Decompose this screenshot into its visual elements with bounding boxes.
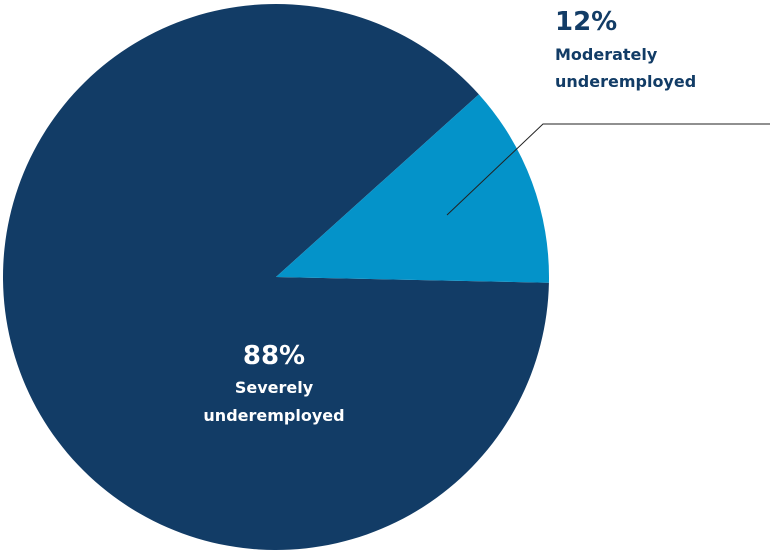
slice-percent-label-moderately: 12% bbox=[555, 7, 617, 37]
slice-label-moderately-line-1: Moderately bbox=[555, 45, 658, 64]
slice-label-moderately-line-2: underemployed bbox=[555, 72, 696, 91]
callout-leader-line bbox=[446, 123, 770, 216]
slice-label-severely-line-1: Severely bbox=[235, 378, 314, 397]
slice-label-severely-line-2: underemployed bbox=[203, 406, 344, 425]
pie-slice-severely-underemployed bbox=[3, 3, 549, 550]
pie-slice-moderately-underemployed bbox=[276, 94, 549, 283]
slice-percent-label-severely: 88% bbox=[243, 341, 305, 371]
